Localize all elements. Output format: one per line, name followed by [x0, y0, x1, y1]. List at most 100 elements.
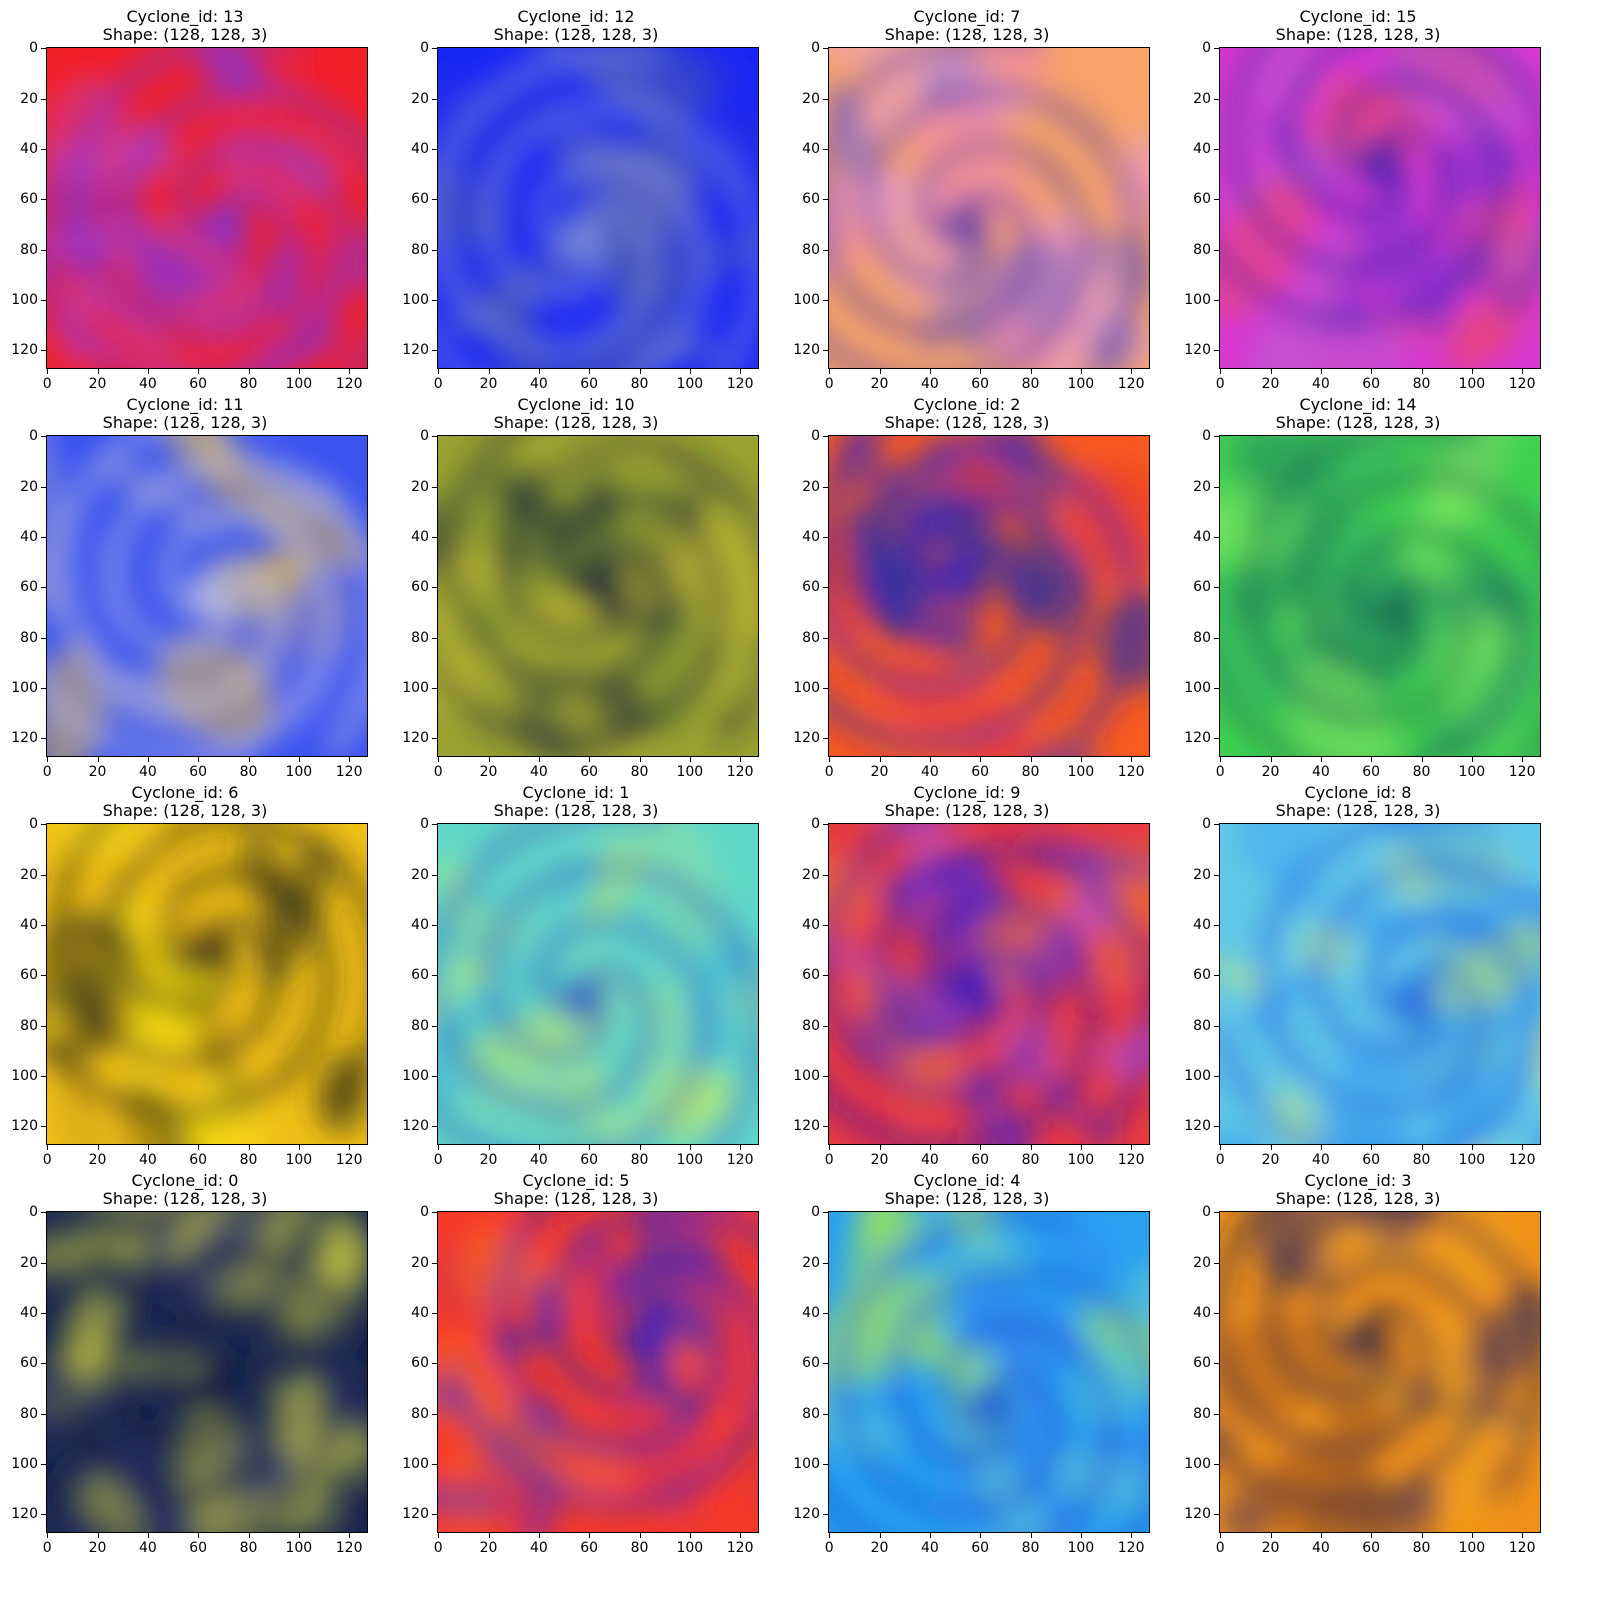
x-tick-label: 100: [1458, 1152, 1486, 1168]
x-tick-label: 0: [433, 764, 443, 780]
panel-title: Cyclone_id: 15 Shape: (128, 128, 3): [1173, 8, 1543, 44]
y-tick-label: 120: [1184, 730, 1211, 747]
x-tick-mark: [198, 757, 200, 762]
cyclone-panel: Cyclone_id: 13 Shape: (128, 128, 3) 0 0 20 20…: [0, 0, 370, 400]
x-tick-label: 0: [42, 1152, 52, 1168]
y-tick-mark: [41, 1126, 46, 1128]
x-tick-mark: [97, 369, 99, 374]
satellite-image: [46, 823, 368, 1145]
y-tick-mark: [432, 98, 437, 100]
x-tick-mark: [298, 757, 300, 762]
y-tick-label: 20: [1193, 866, 1211, 883]
y-tick-mark: [41, 587, 46, 589]
y-tick-mark: [432, 1075, 437, 1077]
y-tick-mark: [41, 350, 46, 352]
x-tick-mark: [589, 1145, 591, 1150]
x-tick-label: 0: [824, 1540, 834, 1556]
y-tick-label: 20: [1193, 1254, 1211, 1271]
satellite-image: [1219, 1211, 1541, 1533]
x-tick-mark: [438, 757, 440, 762]
x-tick-mark: [689, 1145, 691, 1150]
x-tick-mark: [879, 369, 881, 374]
y-tick-mark: [823, 486, 828, 488]
x-tick-label: 60: [189, 1540, 208, 1556]
y-tick-mark: [41, 486, 46, 488]
y-tick-mark: [41, 1363, 46, 1365]
y-tick-mark: [823, 1463, 828, 1465]
cyclone-panel: Cyclone_id: 3 Shape: (128, 128, 3) 0 0 20 20 4…: [1173, 1164, 1543, 1564]
x-tick-label: 120: [1508, 1540, 1536, 1556]
y-tick-label: 100: [1184, 1455, 1211, 1472]
y-tick-mark: [823, 199, 828, 201]
x-tick-mark: [1030, 369, 1032, 374]
y-tick-label: 80: [411, 241, 429, 258]
x-tick-label: 20: [479, 764, 498, 780]
y-tick-label: 20: [411, 866, 429, 883]
y-tick-label: 80: [411, 1405, 429, 1422]
cyclone-id-label: Cyclone_id: 15: [1299, 7, 1417, 26]
y-tick-label: 120: [11, 342, 38, 359]
cyclone-id-label: Cyclone_id: 6: [131, 783, 239, 802]
shape-label: Shape: (128, 128, 3): [884, 413, 1050, 432]
x-tick-label: 120: [1508, 1152, 1536, 1168]
x-tick-label: 80: [1021, 764, 1040, 780]
x-tick-label: 0: [824, 764, 834, 780]
shape-label: Shape: (128, 128, 3): [884, 801, 1050, 820]
x-tick-label: 60: [971, 1540, 990, 1556]
x-tick-label: 20: [870, 376, 889, 392]
x-tick-mark: [47, 369, 49, 374]
panel-title: Cyclone_id: 3 Shape: (128, 128, 3): [1173, 1172, 1543, 1208]
x-tick-mark: [538, 369, 540, 374]
x-tick-label: 100: [676, 1152, 704, 1168]
x-tick-mark: [1320, 1145, 1322, 1150]
y-tick-mark: [41, 148, 46, 150]
y-tick-label: 80: [1193, 629, 1211, 646]
satellite-image: [828, 823, 1150, 1145]
x-tick-mark: [689, 369, 691, 374]
x-tick-mark: [1270, 1533, 1272, 1538]
y-tick-mark: [432, 350, 437, 352]
satellite-image: [437, 823, 759, 1145]
y-tick-mark: [432, 637, 437, 639]
y-tick-mark: [1214, 1025, 1219, 1027]
satellite-image: [46, 1211, 368, 1533]
y-tick-mark: [432, 1262, 437, 1264]
y-tick-mark: [41, 299, 46, 301]
y-tick-mark: [823, 1126, 828, 1128]
panel-title: Cyclone_id: 8 Shape: (128, 128, 3): [1173, 784, 1543, 820]
y-tick-mark: [823, 1363, 828, 1365]
y-tick-label: 60: [1193, 579, 1211, 596]
x-tick-label: 100: [285, 764, 313, 780]
x-tick-mark: [929, 1145, 931, 1150]
cyclone-panel: Cyclone_id: 14 Shape: (128, 128, 3) 0 0 20 20…: [1173, 388, 1543, 788]
x-tick-mark: [1270, 1145, 1272, 1150]
x-tick-label: 120: [1508, 764, 1536, 780]
y-tick-mark: [1214, 436, 1219, 438]
y-tick-mark: [1214, 587, 1219, 589]
y-tick-mark: [432, 587, 437, 589]
y-tick-mark: [823, 48, 828, 50]
x-tick-mark: [349, 1145, 351, 1150]
y-tick-mark: [432, 249, 437, 251]
x-tick-mark: [538, 757, 540, 762]
x-tick-mark: [1471, 757, 1473, 762]
y-tick-mark: [1214, 199, 1219, 201]
y-tick-mark: [1214, 1413, 1219, 1415]
y-tick-mark: [823, 874, 828, 876]
y-tick-label: 80: [1193, 1405, 1211, 1422]
cyclone-panel: Cyclone_id: 12 Shape: (128, 128, 3) 0 0 20 20…: [391, 0, 761, 400]
cyclone-id-label: Cyclone_id: 14: [1299, 395, 1417, 414]
y-tick-mark: [823, 98, 828, 100]
x-tick-label: 40: [920, 376, 939, 392]
y-tick-mark: [823, 975, 828, 977]
x-tick-mark: [1030, 757, 1032, 762]
y-tick-mark: [41, 436, 46, 438]
x-tick-mark: [1320, 757, 1322, 762]
x-tick-label: 120: [1117, 1152, 1145, 1168]
x-tick-mark: [1522, 369, 1524, 374]
y-tick-label: 0: [420, 816, 429, 833]
x-tick-label: 120: [726, 764, 754, 780]
y-tick-label: 100: [1184, 679, 1211, 696]
y-tick-label: 20: [20, 90, 38, 107]
x-tick-label: 120: [726, 1540, 754, 1556]
